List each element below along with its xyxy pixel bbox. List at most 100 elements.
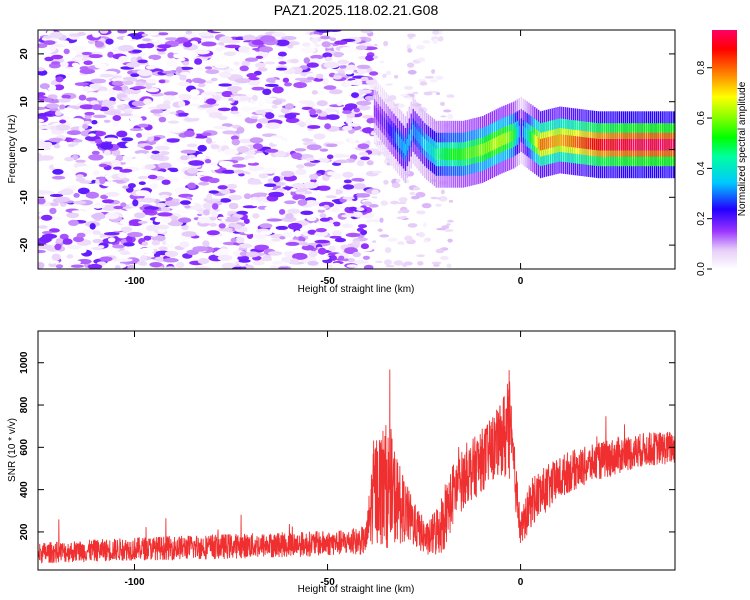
- heatmap-noise-cell: [360, 243, 369, 250]
- heatmap-signal-cell: [557, 134, 559, 147]
- heatmap-signal-cell: [671, 139, 673, 151]
- heatmap-noise-cell: [49, 31, 64, 39]
- heatmap-noise-cell: [112, 166, 123, 170]
- heatmap-signal-cell: [443, 148, 445, 160]
- heatmap-signal-cell: [480, 144, 482, 156]
- heatmap-noise-cell: [81, 56, 89, 61]
- heatmap-noise-cell: [372, 240, 377, 243]
- heatmap-noise-cell: [347, 33, 358, 39]
- heatmap-noise-cell: [251, 94, 258, 101]
- heatmap-noise-cell: [163, 95, 176, 102]
- heatmap-noise-cell: [251, 86, 265, 91]
- heatmap-noise-cell: [233, 61, 240, 66]
- heatmap-noise-cell: [59, 104, 66, 110]
- heatmap-signal-cell: [414, 127, 416, 139]
- heatmap-signal-cell: [636, 139, 638, 151]
- heatmap-noise-cell: [100, 143, 114, 150]
- heatmap-noise-cell: [183, 41, 193, 48]
- snr-x-tick-label: 0: [518, 577, 524, 588]
- heatmap-noise-cell: [293, 82, 307, 89]
- snr-x-tick-label: -100: [125, 577, 145, 588]
- heatmap-noise-cell: [372, 55, 379, 59]
- heatmap-noise-cell: [298, 100, 314, 104]
- heatmap-noise-cell: [443, 109, 452, 113]
- heatmap-signal-cell: [640, 139, 642, 151]
- heatmap-noise-cell: [379, 217, 384, 223]
- heatmap-noise-cell: [314, 43, 321, 48]
- heatmap-noise-cell: [197, 216, 211, 223]
- heatmap-noise-cell: [92, 31, 101, 38]
- heatmap-noise-cell: [275, 188, 285, 192]
- heatmap-signal-cell: [501, 134, 503, 146]
- heatmap-noise-cell: [343, 179, 352, 184]
- heatmap-noise-cell: [356, 100, 372, 106]
- heatmap-noise-cell: [324, 123, 331, 130]
- heatmap-signal-cell: [655, 139, 658, 151]
- heatmap-noise-cell: [217, 185, 228, 190]
- heatmap-noise-cell: [440, 255, 449, 261]
- heatmap-noise-cell: [405, 96, 414, 100]
- heatmap-noise-cell: [253, 192, 268, 197]
- heatmap-noise-cell: [209, 223, 217, 227]
- heatmap-noise-cell: [182, 61, 190, 66]
- heatmap-signal-cell: [503, 133, 505, 145]
- heatmap-noise-cell: [38, 249, 46, 254]
- heatmap-noise-cell: [89, 83, 99, 89]
- heatmap-noise-cell: [379, 234, 390, 238]
- heatmap-noise-cell: [288, 163, 297, 167]
- heatmap-signal-cell: [410, 129, 412, 141]
- heatmap-signal-cell: [483, 142, 486, 155]
- heatmap-noise-cell: [142, 209, 155, 214]
- heatmap-noise-cell: [223, 148, 239, 156]
- heatmap-noise-cell: [257, 100, 265, 107]
- heatmap-noise-cell: [310, 178, 317, 183]
- heatmap-noise-cell: [196, 135, 208, 139]
- heatmap-signal-cell: [507, 131, 509, 144]
- heatmap-signal-cell: [514, 128, 517, 140]
- heatmap-noise-cell: [271, 104, 278, 109]
- heatmap-noise-cell: [243, 231, 255, 235]
- heatmap-noise-cell: [238, 259, 251, 263]
- heatmap-signal-cell: [576, 136, 578, 148]
- heatmap-noise-cell: [49, 45, 57, 52]
- heatmap-noise-cell: [203, 91, 217, 96]
- heatmap-noise-cell: [382, 73, 387, 79]
- heatmap-noise-cell: [271, 31, 286, 38]
- heatmap-noise-cell: [82, 86, 91, 92]
- heatmap-signal-cell: [669, 139, 671, 151]
- heatmap-noise-cell: [397, 241, 405, 245]
- heatmap-noise-cell: [187, 113, 199, 119]
- heatmap-noise-cell: [122, 81, 134, 85]
- heatmap-noise-cell: [383, 40, 389, 47]
- heatmap-noise-cell: [368, 204, 379, 208]
- heatmap-noise-cell: [353, 107, 360, 113]
- heatmap-signal-cell: [379, 112, 382, 125]
- heatmap-noise-cell: [415, 151, 421, 154]
- heatmap-noise-cell: [301, 106, 313, 110]
- heatmap-noise-cell: [88, 154, 104, 161]
- heatmap-noise-cell: [240, 106, 251, 112]
- heatmap-noise-cell: [316, 100, 328, 107]
- heatmap-noise-cell: [264, 148, 279, 153]
- heatmap-signal-cell: [582, 137, 584, 149]
- heatmap-noise-cell: [38, 106, 47, 110]
- heatmap-signal-cell: [373, 105, 376, 117]
- heatmap-noise-cell: [184, 205, 191, 209]
- heatmap-noise-cell: [129, 128, 143, 132]
- heatmap-noise-cell: [347, 123, 361, 127]
- heatmap-signal-cell: [528, 130, 530, 142]
- heatmap-signal-cell: [524, 127, 526, 139]
- heatmap-noise-cell: [353, 183, 366, 190]
- heatmap-signal-cell: [433, 147, 436, 159]
- heatmap-noise-cell: [184, 117, 200, 122]
- heatmap-noise-cell: [144, 43, 155, 49]
- heatmap-noise-cell: [272, 140, 287, 145]
- heatmap-noise-cell: [164, 250, 178, 258]
- heatmap-signal-cell: [551, 136, 553, 148]
- heatmap-noise-cell: [114, 265, 121, 269]
- figure-title: PAZ1.2025.118.02.21.G08: [274, 2, 439, 18]
- heatmap-noise-cell: [55, 76, 64, 83]
- heatmap-noise-cell: [224, 44, 241, 49]
- heatmap-noise-cell: [209, 208, 216, 215]
- heatmap-noise-cell: [422, 222, 427, 228]
